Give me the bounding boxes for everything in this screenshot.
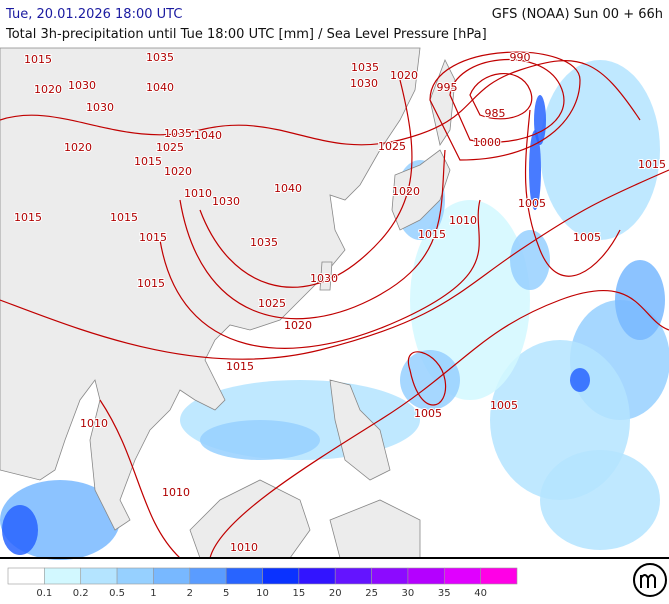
valid-time: Tue, 20.01.2026 18:00 UTC (5, 7, 182, 22)
legend-tick: 2 (187, 588, 193, 599)
isobar-label: 1025 (378, 140, 406, 153)
isobar-label: 1010 (162, 486, 190, 499)
isobar-label: 1030 (68, 79, 96, 92)
isobar-label: 1010 (230, 541, 258, 554)
model-run: GFS (NOAA) Sun 00 + 66h (492, 7, 663, 22)
isobar-label: 1010 (184, 187, 212, 200)
land (0, 47, 456, 559)
isobar-label: 1040 (146, 81, 174, 94)
precip-area (615, 260, 665, 340)
logo (633, 563, 667, 597)
legend-swatch (80, 567, 118, 585)
isobar-label: 990 (510, 51, 531, 64)
isobar-label: 1040 (194, 129, 222, 142)
map-area: 1015 1035 1035 1020 990 1020 1030 1040 1030 995 10… (0, 47, 669, 560)
isobars (0, 51, 669, 559)
isobar-label: 1015 (24, 53, 52, 66)
isobar-label: 1035 (164, 127, 192, 140)
legend-swatch (407, 567, 445, 585)
isobar-label: 1010 (449, 214, 477, 227)
precip-area (410, 200, 530, 400)
isobar-label: 1005 (490, 399, 518, 412)
isobar-label: 1030 (350, 77, 378, 90)
legend-swatch (443, 567, 481, 585)
legend-tick: 0.5 (109, 588, 125, 599)
precip-area (200, 420, 320, 460)
isobar-label: 1035 (351, 61, 379, 74)
legend-tick: 5 (223, 588, 229, 599)
legend-swatch (225, 567, 263, 585)
legend-tick: 1 (150, 588, 156, 599)
precipitation (0, 60, 669, 560)
precip-area (540, 450, 660, 550)
precip-area (570, 368, 590, 392)
precip-area (510, 230, 550, 290)
legend-tick: 30 (402, 588, 415, 599)
legend-swatch (116, 567, 154, 585)
isobar-labels: 1015 1035 1035 1020 990 1020 1030 1040 1030 995 10… (13, 50, 667, 555)
isobar-label: 1005 (573, 231, 601, 244)
precip-area (2, 505, 38, 555)
isobar-label: 1040 (274, 182, 302, 195)
subtitle: Total 3h-precipitation until Tue 18:00 U… (5, 27, 487, 42)
legend-swatch (44, 567, 82, 585)
legend-swatch (153, 567, 191, 585)
legend-tick: 35 (438, 588, 451, 599)
legend-tick: 0.1 (36, 588, 52, 599)
isobar-label: 1030 (212, 195, 240, 208)
legend-tick: 25 (365, 588, 378, 599)
isobar-label: 1005 (414, 407, 442, 420)
precip-area (540, 60, 660, 240)
legend-tick: 0.2 (73, 588, 89, 599)
isobar-label: 1020 (392, 185, 420, 198)
legend-swatch (371, 567, 409, 585)
precip-area (400, 350, 460, 410)
isobar-label: 1015 (14, 211, 42, 224)
isobar-label: 1015 (638, 158, 666, 171)
legend-tick: 10 (256, 588, 269, 599)
legend: 0.1 0.2 0.5 1 2 5 10 15 20 25 30 35 40 (7, 567, 518, 599)
precip-area (534, 95, 546, 145)
isobar-label: 1025 (258, 297, 286, 310)
legend-swatch (262, 567, 300, 585)
isobar-label: 995 (437, 81, 458, 94)
isobar-label: 1010 (80, 417, 108, 430)
legend-swatch (189, 567, 227, 585)
isobar-label: 1030 (86, 101, 114, 114)
legend-tick: 15 (292, 588, 305, 599)
isobar-label: 1015 (137, 277, 165, 290)
legend-swatch (334, 567, 372, 585)
legend-swatch (480, 567, 518, 585)
legend-swatch (7, 567, 45, 585)
isobar-label: 1035 (146, 51, 174, 64)
isobar-label: 1020 (284, 319, 312, 332)
isobar-label: 1005 (518, 197, 546, 210)
isobar-label: 1020 (390, 69, 418, 82)
isobar-label: 1020 (64, 141, 92, 154)
legend-swatch (298, 567, 336, 585)
isobar-label: 1020 (164, 165, 192, 178)
legend-tick: 40 (474, 588, 487, 599)
isobar-label: 1025 (156, 141, 184, 154)
precip-area (529, 130, 541, 210)
isobar-label: 1015 (110, 211, 138, 224)
isobar-label: 1020 (34, 83, 62, 96)
isobar-label: 1015 (418, 228, 446, 241)
isobar-label: 1015 (139, 231, 167, 244)
isobar-label: 1035 (250, 236, 278, 249)
isobar-label: 1015 (226, 360, 254, 373)
isobar-label: 985 (485, 107, 506, 120)
legend-tick: 20 (329, 588, 342, 599)
isobar-label: 1030 (310, 272, 338, 285)
isobar-label: 1000 (473, 136, 501, 149)
isobar-label: 1015 (134, 155, 162, 168)
